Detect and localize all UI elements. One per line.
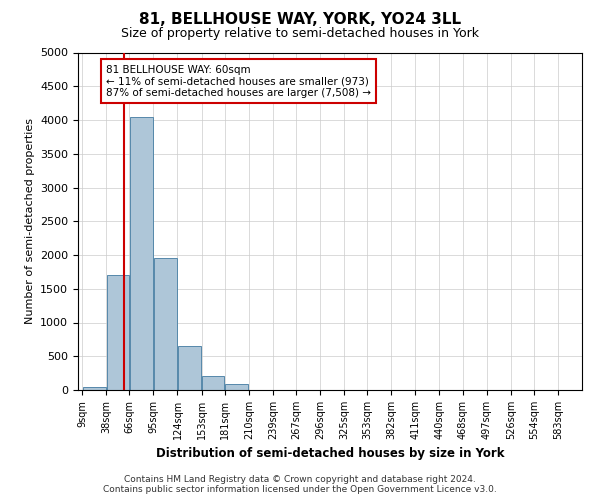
Text: Size of property relative to semi-detached houses in York: Size of property relative to semi-detach… <box>121 28 479 40</box>
Bar <box>178 346 201 390</box>
Text: 81 BELLHOUSE WAY: 60sqm
← 11% of semi-detached houses are smaller (973)
87% of s: 81 BELLHOUSE WAY: 60sqm ← 11% of semi-de… <box>106 64 371 98</box>
Bar <box>202 376 224 390</box>
Bar <box>225 384 248 390</box>
Bar <box>130 116 153 390</box>
Text: Contains HM Land Registry data © Crown copyright and database right 2024.
Contai: Contains HM Land Registry data © Crown c… <box>103 474 497 494</box>
Bar <box>107 275 129 390</box>
Bar <box>154 258 177 390</box>
Y-axis label: Number of semi-detached properties: Number of semi-detached properties <box>25 118 35 324</box>
X-axis label: Distribution of semi-detached houses by size in York: Distribution of semi-detached houses by … <box>156 448 504 460</box>
Bar <box>83 386 106 390</box>
Text: 81, BELLHOUSE WAY, YORK, YO24 3LL: 81, BELLHOUSE WAY, YORK, YO24 3LL <box>139 12 461 28</box>
